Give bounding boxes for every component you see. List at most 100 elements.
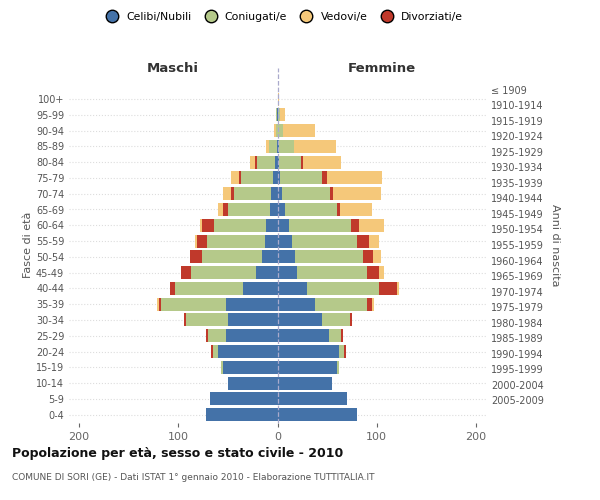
Bar <box>277 203 286 216</box>
Bar <box>234 188 271 200</box>
Bar <box>206 408 277 421</box>
Bar <box>211 345 213 358</box>
Bar <box>266 140 269 153</box>
Bar <box>379 266 384 279</box>
Bar <box>269 203 277 216</box>
Bar <box>271 188 277 200</box>
Bar <box>289 219 351 232</box>
Bar <box>277 108 278 122</box>
Bar <box>278 92 280 106</box>
Bar <box>341 330 343 342</box>
Bar <box>226 298 277 310</box>
Bar <box>277 376 332 390</box>
Bar <box>329 330 341 342</box>
Bar <box>301 156 304 168</box>
Bar <box>208 330 226 342</box>
Bar <box>304 156 341 168</box>
Bar <box>202 250 262 264</box>
Bar <box>367 266 379 279</box>
Bar <box>195 234 197 248</box>
Bar <box>280 108 286 122</box>
Bar <box>275 124 277 137</box>
Text: Maschi: Maschi <box>147 62 199 74</box>
Bar <box>181 266 191 279</box>
Bar <box>277 298 315 310</box>
Bar <box>277 345 339 358</box>
Bar <box>357 234 369 248</box>
Bar <box>280 172 322 184</box>
Bar <box>277 330 329 342</box>
Bar <box>359 219 384 232</box>
Bar <box>256 266 277 279</box>
Bar <box>379 282 397 295</box>
Bar <box>277 392 347 406</box>
Bar <box>286 203 337 216</box>
Bar <box>327 172 382 184</box>
Bar <box>298 266 367 279</box>
Bar <box>257 156 275 168</box>
Bar <box>218 345 277 358</box>
Bar <box>277 156 280 168</box>
Bar <box>277 140 280 153</box>
Bar <box>200 219 202 232</box>
Bar <box>191 266 256 279</box>
Bar <box>322 314 350 326</box>
Bar <box>277 361 337 374</box>
Bar <box>202 219 214 232</box>
Bar <box>277 124 278 137</box>
Bar <box>277 282 307 295</box>
Bar <box>351 219 359 232</box>
Bar <box>339 345 344 358</box>
Bar <box>265 234 277 248</box>
Bar <box>161 298 226 310</box>
Y-axis label: Anni di nascita: Anni di nascita <box>550 204 560 286</box>
Bar <box>275 108 277 122</box>
Bar <box>397 282 398 295</box>
Bar <box>262 250 277 264</box>
Bar <box>277 172 280 184</box>
Bar <box>197 234 207 248</box>
Bar <box>186 314 228 326</box>
Bar <box>223 361 277 374</box>
Bar <box>160 298 161 310</box>
Bar <box>344 345 346 358</box>
Text: COMUNE DI SORI (GE) - Dati ISTAT 1° gennaio 2010 - Elaborazione TUTTITALIA.IT: COMUNE DI SORI (GE) - Dati ISTAT 1° genn… <box>12 472 374 482</box>
Bar <box>266 219 277 232</box>
Bar <box>295 140 336 153</box>
Bar <box>280 156 301 168</box>
Bar <box>277 266 298 279</box>
Text: Popolazione per età, sesso e stato civile - 2010: Popolazione per età, sesso e stato civil… <box>12 448 343 460</box>
Bar <box>226 330 277 342</box>
Bar <box>372 298 374 310</box>
Bar <box>315 298 367 310</box>
Bar <box>333 188 381 200</box>
Y-axis label: Fasce di età: Fasce di età <box>23 212 33 278</box>
Bar <box>277 234 292 248</box>
Bar <box>277 408 357 421</box>
Bar <box>228 376 277 390</box>
Bar <box>277 250 295 264</box>
Bar <box>330 188 333 200</box>
Bar <box>170 282 175 295</box>
Bar <box>243 282 277 295</box>
Bar <box>157 298 160 310</box>
Legend: Celibi/Nubili, Coniugati/e, Vedovi/e, Divorziati/e: Celibi/Nubili, Coniugati/e, Vedovi/e, Di… <box>97 8 467 26</box>
Bar <box>184 314 186 326</box>
Bar <box>280 140 295 153</box>
Bar <box>274 124 275 137</box>
Bar <box>369 234 379 248</box>
Bar <box>210 392 277 406</box>
Bar <box>277 92 278 106</box>
Bar <box>292 234 357 248</box>
Bar <box>231 172 239 184</box>
Bar <box>228 203 269 216</box>
Bar <box>254 156 257 168</box>
Bar <box>337 203 340 216</box>
Bar <box>363 250 373 264</box>
Bar <box>278 124 283 137</box>
Bar <box>322 172 327 184</box>
Bar <box>337 361 339 374</box>
Bar <box>283 188 330 200</box>
Bar <box>228 314 277 326</box>
Bar <box>218 203 223 216</box>
